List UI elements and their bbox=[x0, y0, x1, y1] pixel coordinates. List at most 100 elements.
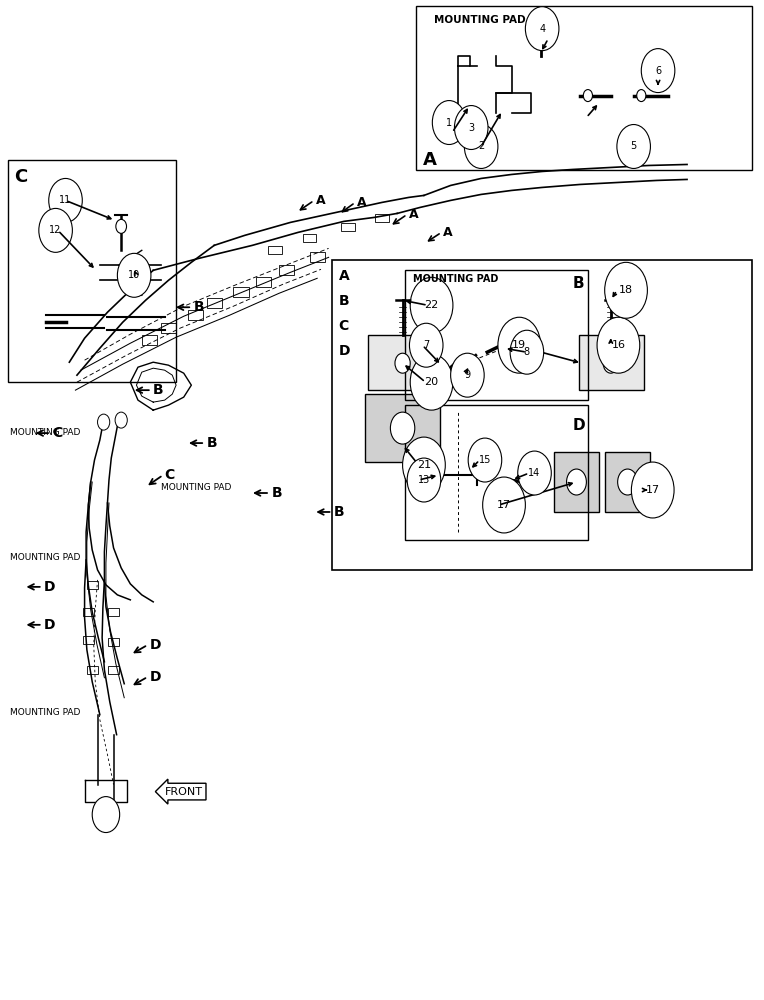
Circle shape bbox=[118, 253, 151, 297]
Text: 2: 2 bbox=[478, 141, 484, 151]
Text: 6: 6 bbox=[655, 66, 661, 76]
Circle shape bbox=[116, 219, 127, 233]
Bar bbox=[579, 335, 643, 390]
Text: C: C bbox=[15, 168, 28, 186]
Text: MOUNTING PAD: MOUNTING PAD bbox=[10, 553, 80, 562]
Bar bbox=[303, 234, 316, 242]
Bar bbox=[206, 298, 222, 308]
Text: B: B bbox=[338, 294, 349, 308]
Circle shape bbox=[468, 438, 502, 482]
Bar bbox=[309, 252, 325, 262]
Text: D: D bbox=[44, 618, 56, 632]
Circle shape bbox=[465, 125, 498, 168]
Circle shape bbox=[390, 412, 415, 444]
Circle shape bbox=[395, 353, 410, 373]
Circle shape bbox=[403, 437, 445, 493]
Bar bbox=[365, 394, 440, 462]
Text: 19: 19 bbox=[512, 340, 526, 350]
Circle shape bbox=[617, 125, 650, 168]
Bar bbox=[405, 405, 588, 540]
Circle shape bbox=[510, 330, 544, 374]
Text: 3: 3 bbox=[468, 123, 474, 133]
Bar bbox=[161, 323, 176, 333]
Bar bbox=[375, 214, 389, 222]
Bar bbox=[87, 666, 98, 674]
Bar bbox=[233, 287, 248, 297]
Circle shape bbox=[631, 462, 674, 518]
Text: FRONT: FRONT bbox=[165, 787, 202, 797]
Text: MOUNTING PAD: MOUNTING PAD bbox=[10, 708, 80, 717]
Circle shape bbox=[584, 90, 592, 102]
Circle shape bbox=[526, 7, 559, 51]
Bar bbox=[554, 452, 599, 512]
Text: 17: 17 bbox=[646, 485, 660, 495]
Circle shape bbox=[98, 414, 110, 430]
Bar bbox=[405, 270, 588, 400]
Text: B: B bbox=[573, 276, 584, 291]
Bar bbox=[108, 666, 119, 674]
Bar bbox=[83, 636, 94, 644]
Text: C: C bbox=[53, 426, 63, 440]
Text: 18: 18 bbox=[619, 285, 633, 295]
Bar bbox=[256, 277, 271, 287]
Circle shape bbox=[49, 178, 83, 222]
Text: D: D bbox=[150, 670, 161, 684]
Circle shape bbox=[617, 469, 637, 495]
Text: 1: 1 bbox=[446, 118, 452, 128]
Text: C: C bbox=[338, 319, 349, 333]
Text: B: B bbox=[271, 486, 282, 500]
Circle shape bbox=[451, 353, 484, 397]
Text: MOUNTING PAD: MOUNTING PAD bbox=[434, 15, 526, 25]
Circle shape bbox=[518, 451, 552, 495]
Bar bbox=[108, 638, 119, 646]
Circle shape bbox=[604, 262, 647, 318]
Text: 15: 15 bbox=[479, 455, 491, 465]
Text: D: D bbox=[44, 580, 56, 594]
Bar bbox=[368, 335, 437, 390]
Text: B: B bbox=[193, 300, 204, 314]
Text: 22: 22 bbox=[425, 300, 439, 310]
Text: A: A bbox=[316, 194, 325, 207]
Bar bbox=[268, 246, 282, 254]
Circle shape bbox=[410, 277, 453, 333]
Text: 10: 10 bbox=[128, 270, 141, 280]
Bar bbox=[83, 608, 94, 616]
Text: 21: 21 bbox=[417, 460, 431, 470]
Circle shape bbox=[115, 412, 128, 428]
Text: A: A bbox=[357, 196, 367, 209]
Text: A: A bbox=[338, 269, 349, 283]
Text: MOUNTING PAD: MOUNTING PAD bbox=[413, 274, 498, 284]
Circle shape bbox=[636, 90, 646, 102]
Text: 5: 5 bbox=[630, 141, 636, 151]
Circle shape bbox=[567, 469, 587, 495]
Text: 13: 13 bbox=[418, 475, 430, 485]
Circle shape bbox=[597, 317, 639, 373]
Text: 8: 8 bbox=[524, 347, 530, 357]
Circle shape bbox=[483, 477, 526, 533]
Text: B: B bbox=[154, 383, 163, 397]
Text: 20: 20 bbox=[425, 377, 439, 387]
Text: 12: 12 bbox=[50, 225, 62, 235]
Text: B: B bbox=[206, 436, 217, 450]
Bar bbox=[416, 6, 752, 170]
Text: A: A bbox=[422, 151, 436, 169]
Circle shape bbox=[410, 323, 443, 367]
Circle shape bbox=[92, 797, 120, 833]
Text: B: B bbox=[334, 505, 345, 519]
Circle shape bbox=[410, 354, 453, 410]
Circle shape bbox=[603, 353, 618, 373]
Bar bbox=[187, 310, 202, 320]
Bar bbox=[8, 160, 176, 382]
Circle shape bbox=[455, 106, 488, 149]
Bar bbox=[87, 581, 98, 589]
Text: MOUNTING PAD: MOUNTING PAD bbox=[10, 428, 80, 437]
Text: 16: 16 bbox=[611, 340, 626, 350]
Bar bbox=[332, 260, 752, 570]
Bar bbox=[279, 265, 294, 275]
Text: 7: 7 bbox=[423, 340, 429, 350]
Circle shape bbox=[39, 208, 73, 252]
Text: A: A bbox=[409, 208, 419, 221]
Text: D: D bbox=[150, 638, 161, 652]
Text: A: A bbox=[443, 226, 452, 239]
Circle shape bbox=[407, 458, 441, 502]
